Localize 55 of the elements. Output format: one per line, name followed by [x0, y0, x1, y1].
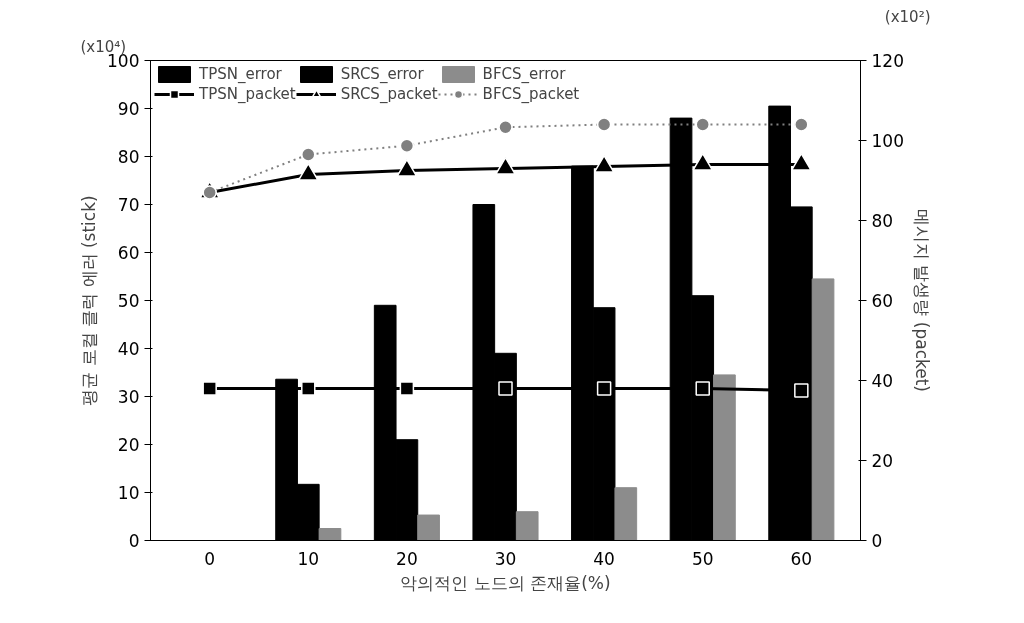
y-tick-label: 60 — [117, 243, 140, 263]
y-tick-label: 30 — [117, 387, 140, 407]
legend-label: TPSN_packet — [199, 84, 296, 104]
point — [596, 117, 612, 132]
x-tick-label: 40 — [593, 548, 615, 569]
point — [301, 147, 316, 162]
point — [399, 381, 415, 396]
bar — [515, 511, 539, 541]
y2-tick-label: 80 — [871, 211, 894, 231]
legend-label: BFCS_packet — [482, 84, 580, 104]
y-tick-label: 90 — [117, 99, 140, 119]
y2-tick-label: 0 — [871, 531, 883, 551]
point — [596, 381, 612, 396]
x-axis-title: 악의적인 노드의 존재율(%) — [400, 572, 611, 593]
y2-axis-title: 메시지 발생량 (packet) — [911, 209, 932, 392]
point — [498, 120, 513, 135]
y-tick-label: 50 — [117, 291, 140, 311]
y-tick-label: 20 — [117, 435, 140, 455]
x-tick-label: 30 — [494, 548, 517, 569]
y-tick-label: 10 — [117, 483, 140, 503]
x-tick-label: 20 — [396, 548, 418, 569]
point — [695, 117, 710, 132]
point — [794, 383, 809, 398]
y2-tick-label: 120 — [871, 51, 904, 71]
legend-label: BFCS_error — [482, 64, 566, 84]
legend-label: SRCS_error — [340, 64, 424, 84]
text: (x10⁴) — [80, 37, 127, 56]
point — [399, 138, 415, 153]
point — [202, 185, 217, 200]
y2-tick-label: 20 — [871, 451, 894, 471]
y2-tick-label: 100 — [871, 131, 904, 151]
x-tick-label: 10 — [297, 548, 320, 569]
bar — [318, 528, 342, 541]
x-tick-label: 50 — [691, 548, 714, 569]
legend-label: SRCS_packet — [340, 84, 438, 104]
text: (x10²) — [884, 7, 931, 26]
bar — [614, 487, 638, 541]
y-tick-label: 0 — [128, 531, 140, 551]
point — [498, 381, 513, 396]
point — [301, 381, 316, 396]
point — [202, 381, 217, 396]
y-tick-label: 80 — [117, 147, 140, 167]
y-axis-title: 평균 로컬 클럭 에러 (stick) — [79, 195, 100, 406]
y2-tick-label: 60 — [871, 291, 894, 311]
bar — [811, 278, 835, 541]
x-tick-label: 60 — [790, 548, 813, 569]
y2-tick-label: 40 — [871, 371, 894, 391]
x-tick-label: 0 — [204, 548, 216, 569]
bar — [417, 514, 440, 541]
point — [695, 381, 710, 396]
y-tick-label: 70 — [117, 195, 140, 215]
point — [794, 117, 809, 132]
legend-label: TPSN_error — [199, 64, 282, 84]
bar — [713, 374, 736, 541]
y-tick-label: 40 — [117, 339, 140, 359]
